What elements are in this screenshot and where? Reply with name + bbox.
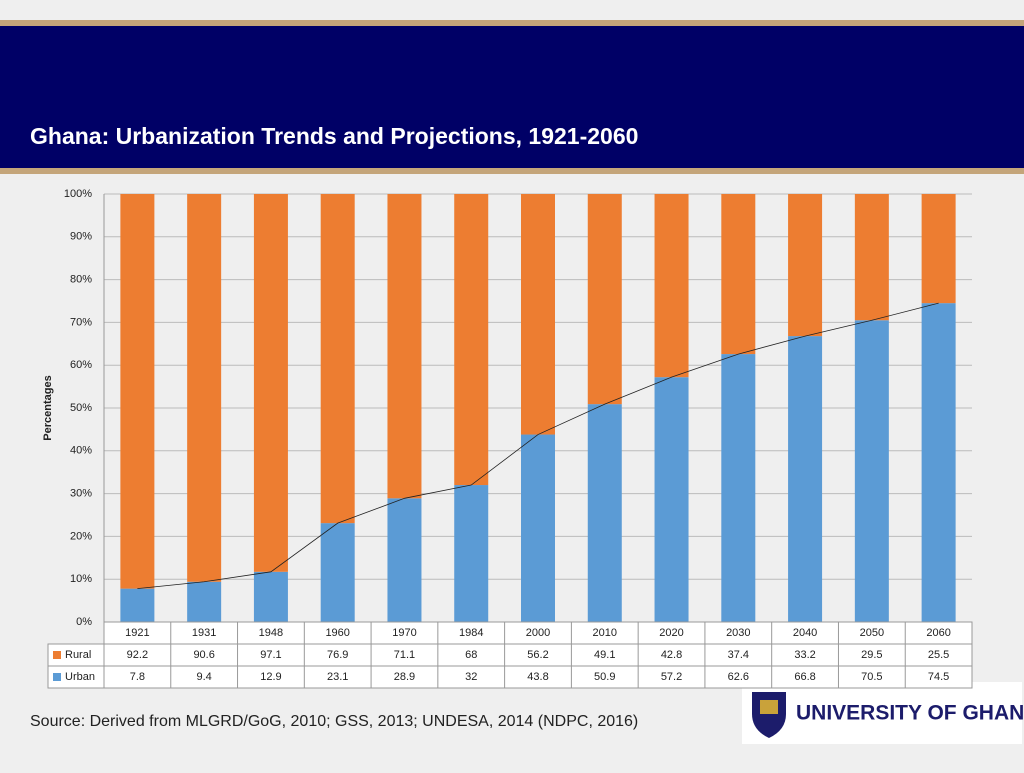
table-value: 97.1 (260, 649, 281, 661)
table-value: 74.5 (928, 671, 949, 683)
bar-segment (187, 581, 222, 622)
x-tick-label: 1960 (325, 627, 349, 639)
table-value: 90.6 (193, 649, 214, 661)
logo-text: UNIVERSITY OF GHANA (796, 702, 1024, 725)
y-tick-label: 10% (70, 573, 92, 585)
bar-segment (320, 194, 355, 524)
table-value: 70.5 (861, 671, 882, 683)
y-axis-title: Percentages (42, 375, 54, 440)
x-tick-label: 2050 (860, 627, 884, 639)
y-tick-label: 0% (76, 616, 92, 628)
table-value: 29.5 (861, 649, 882, 661)
table-value: 32 (465, 671, 477, 683)
table-value: 28.9 (394, 671, 415, 683)
header-rule (0, 168, 1024, 174)
table-value: 50.9 (594, 671, 615, 683)
x-tick-label: 2020 (659, 627, 683, 639)
legend-swatch (53, 673, 61, 681)
bar-segment (454, 485, 489, 622)
bar-segment (854, 194, 889, 321)
y-tick-label: 100% (64, 188, 92, 200)
bar-segment (521, 434, 555, 622)
x-tick-label: 1931 (192, 627, 216, 639)
y-tick-label: 20% (70, 530, 92, 542)
chart: 0% 10% 20% 30% 40% 50% 60% 70% 80% 90% 100% 1921 92.… (47, 188, 973, 689)
bar-segment (253, 571, 288, 622)
logo: UNIVERSITY OF GHANA (742, 682, 1024, 744)
bar-segment (721, 354, 756, 622)
table-value: 92.2 (127, 649, 148, 661)
table-value: 56.2 (527, 649, 548, 661)
bar-segment (721, 194, 756, 355)
y-tick-label: 90% (70, 231, 92, 243)
table-value: 37.4 (728, 649, 749, 661)
table-value: 33.2 (794, 649, 815, 661)
bar-segment (921, 303, 956, 622)
table-value: 66.8 (794, 671, 815, 683)
table-value: 9.4 (197, 671, 212, 683)
bar-segment (387, 194, 422, 499)
table-value: 25.5 (928, 649, 949, 661)
table-value: 57.2 (661, 671, 682, 683)
bar-segment (788, 336, 823, 622)
table-value: 71.1 (394, 649, 415, 661)
bar-segment (587, 194, 622, 405)
bar-segment (854, 320, 889, 622)
bar-segment (187, 194, 222, 582)
top-rule (0, 20, 1024, 26)
bar-segment (788, 194, 823, 337)
table-value: 23.1 (327, 671, 348, 683)
x-tick-label: 1970 (392, 627, 416, 639)
x-tick-label: 2040 (793, 627, 817, 639)
y-tick-label: 30% (70, 488, 92, 500)
x-tick-label: 2030 (726, 627, 750, 639)
bar-segment (654, 377, 689, 622)
bar-segment (320, 523, 355, 622)
table-value: 42.8 (661, 649, 682, 661)
table-value: 62.6 (728, 671, 749, 683)
x-tick-label: 1984 (459, 627, 483, 639)
table-value: 49.1 (594, 649, 615, 661)
table-value: 7.8 (130, 671, 145, 683)
header-band (0, 26, 1024, 168)
y-tick-label: 50% (70, 402, 92, 414)
y-tick-label: 60% (70, 359, 92, 371)
bar-segment (120, 194, 155, 589)
y-tick-label: 40% (70, 445, 92, 457)
legend-swatch (53, 651, 61, 659)
table-value: 43.8 (527, 671, 548, 683)
legend-label: Rural (65, 649, 91, 661)
bar-segment (521, 194, 555, 435)
table-value: 76.9 (327, 649, 348, 661)
bar-segment (387, 498, 422, 622)
bar-segment (654, 194, 689, 378)
x-tick-label: 2000 (526, 627, 550, 639)
slide-title: Ghana: Urbanization Trends and Projectio… (30, 123, 638, 149)
logo-box (742, 682, 1022, 744)
y-tick-label: 80% (70, 274, 92, 286)
table-value: 12.9 (260, 671, 281, 683)
x-tick-label: 1948 (259, 627, 283, 639)
bar-segment (120, 588, 155, 622)
bar-segment (921, 194, 956, 304)
table-value: 68 (465, 649, 477, 661)
x-tick-label: 2060 (926, 627, 950, 639)
x-tick-label: 2010 (593, 627, 617, 639)
bar-segment (587, 404, 622, 622)
legend-label: Urban (65, 671, 95, 683)
y-tick-label: 70% (70, 316, 92, 328)
logo-crest-detail (760, 700, 778, 714)
series-line (137, 302, 939, 590)
bar-segment (253, 194, 288, 572)
source-note: Source: Derived from MLGRD/GoG, 2010; GS… (30, 713, 638, 730)
x-tick-label: 1921 (125, 627, 149, 639)
bar-segment (454, 194, 489, 486)
